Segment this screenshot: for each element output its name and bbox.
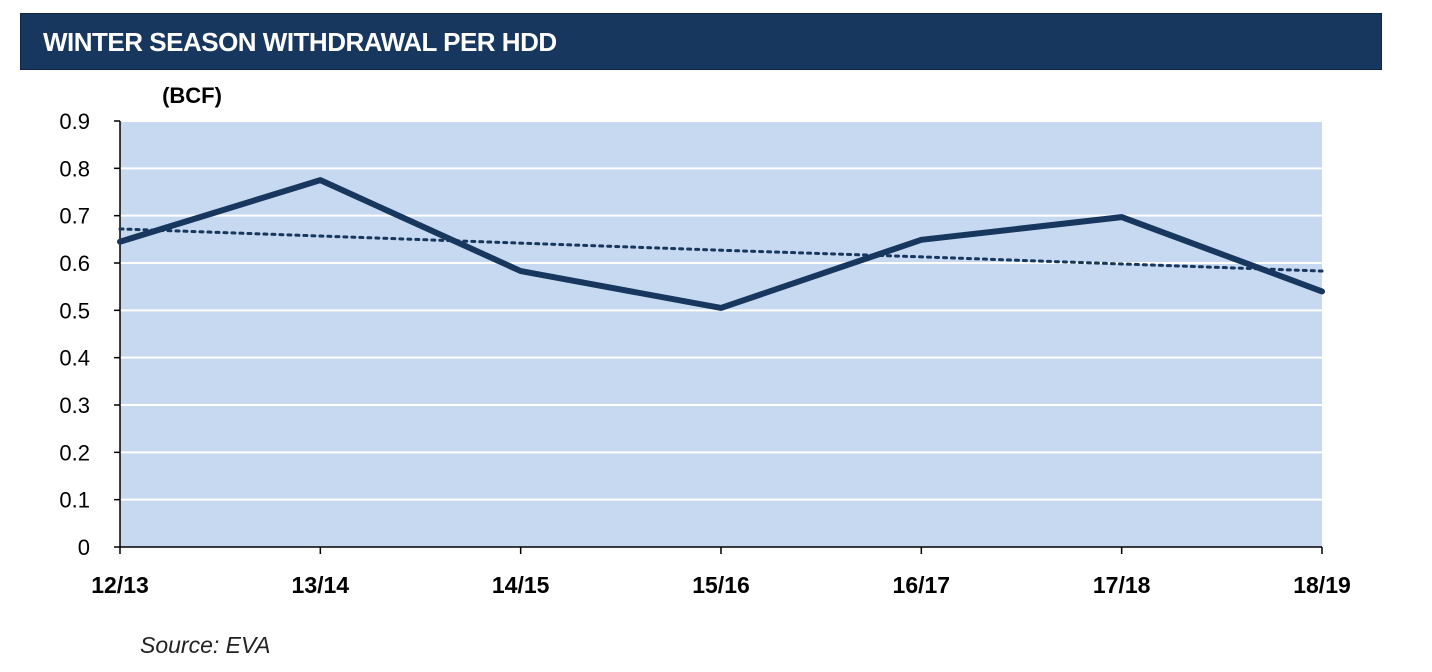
x-tick-label: 17/18 [1093,572,1151,598]
y-tick-label: 0.9 [59,109,90,134]
y-axis-label: (BCF) [162,83,222,108]
y-tick-label: 0.6 [59,251,90,276]
x-tick-label: 15/16 [692,572,750,598]
y-tick-label: 0.2 [59,440,90,465]
y-tick-label: 0.8 [59,156,90,181]
y-tick-label: 0.4 [59,346,90,371]
x-tick-label: 16/17 [893,572,951,598]
y-tick-label: 0.5 [59,298,90,323]
plot-area [120,121,1322,547]
x-tick-label: 14/15 [492,572,550,598]
x-tick-label: 12/13 [91,572,149,598]
y-tick-label: 0.1 [59,488,90,513]
y-tick-label: 0 [78,535,90,560]
x-tick-label: 13/14 [292,572,350,598]
chart-title: WINTER SEASON WITHDRAWAL PER HDD [43,27,557,57]
y-tick-label: 0.7 [59,204,90,229]
x-tick-label: 18/19 [1293,572,1351,598]
chart-title-bar: WINTER SEASON WITHDRAWAL PER HDD [20,13,1382,70]
source-note: Source: EVA [140,632,271,658]
y-tick-label: 0.3 [59,393,90,418]
trend-line [118,227,1324,273]
series-line [117,177,1325,311]
